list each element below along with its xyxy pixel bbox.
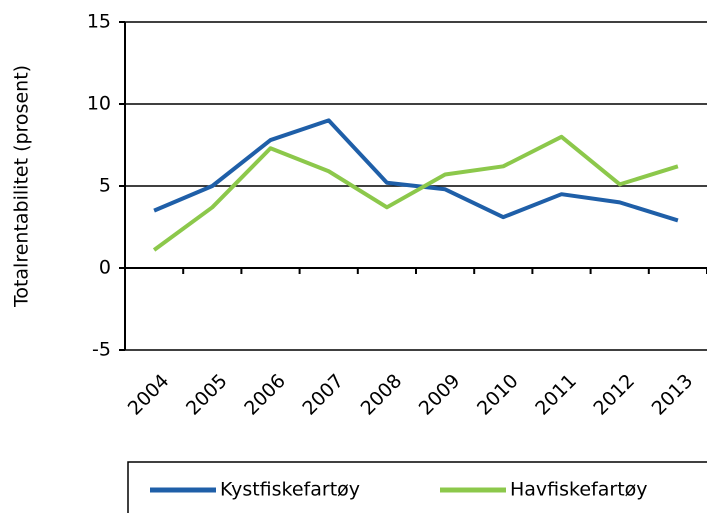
legend-label: Kystfiskefartøy [220, 479, 360, 501]
x-tick-label: 2013 [648, 370, 698, 420]
y-tick-label: 5 [99, 175, 111, 197]
data-line [152, 134, 679, 252]
x-tick-label: 2004 [124, 370, 174, 420]
x-tick-label: 2009 [415, 370, 465, 420]
x-tick-label: 2007 [298, 370, 348, 420]
x-tick-label: 2008 [357, 370, 407, 420]
legend-box [127, 461, 707, 517]
x-tick-label: 2005 [182, 370, 232, 420]
x-tick-label: 2006 [240, 370, 290, 420]
y-tick-label: 10 [87, 93, 111, 115]
x-tick-label: 2010 [473, 370, 523, 420]
y-tick-label: 0 [99, 257, 111, 279]
data-line [153, 118, 679, 223]
y-tick-label: 15 [87, 11, 111, 33]
legend-label: Havfiskefartøy [510, 479, 648, 501]
y-axis-label: Totalrentabilitet (prosent) [11, 65, 33, 308]
x-tick-label: 2012 [589, 370, 639, 420]
y-tick-label: -5 [92, 339, 111, 361]
x-tick-label: 2011 [531, 370, 581, 420]
